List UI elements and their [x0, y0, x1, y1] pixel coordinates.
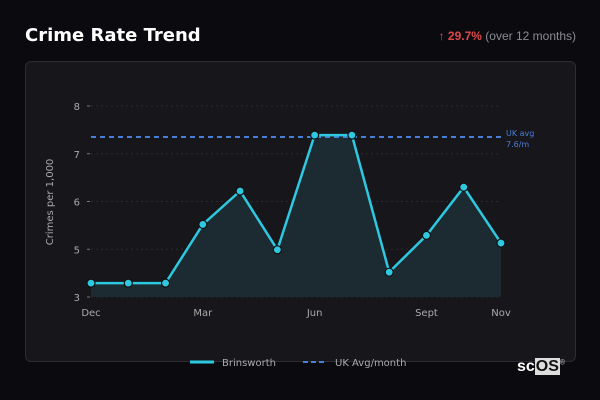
data-point	[347, 130, 357, 140]
x-tick-label: Mar	[193, 308, 213, 319]
data-point	[198, 219, 208, 230]
data-point	[310, 130, 320, 140]
y-tick-label: 8	[74, 102, 80, 113]
data-point	[160, 278, 171, 288]
legend-label-brinsworth: Brinsworth	[222, 358, 276, 369]
brinsworth-line	[91, 133, 503, 285]
change-period: (over 12 months)	[485, 29, 576, 43]
data-point	[496, 238, 506, 248]
data-point	[86, 278, 96, 288]
y-tick-label: 3	[74, 293, 80, 304]
data-point	[384, 267, 394, 277]
scos-logo: scOS®	[517, 358, 566, 375]
uk-avg-value-label: 7.6/m	[506, 140, 529, 149]
y-tick-label: 5	[74, 245, 80, 256]
x-tick-label: Sept	[415, 308, 438, 319]
x-tick-label: Nov	[491, 308, 511, 319]
y-tick-label: 7	[74, 150, 80, 161]
data-point	[235, 186, 245, 196]
change-indicator: ↑ 29.7% (over 12 months)	[439, 29, 576, 43]
data-point	[421, 230, 432, 241]
uk-avg-label: UK avg	[506, 129, 534, 138]
data-point	[123, 278, 133, 288]
x-tick-label: Jun	[306, 308, 323, 319]
y-axis-label: Crimes per 1,000	[45, 159, 56, 246]
chart-title: Crime Rate Trend	[25, 25, 201, 46]
x-tick-label: Dec	[81, 308, 100, 319]
legend-label-uk-avg: UK Avg/month	[335, 358, 406, 369]
up-arrow-icon: ↑	[438, 29, 445, 43]
change-value: 29.7%	[447, 29, 482, 43]
y-tick-label: 6	[74, 198, 80, 209]
area-fill	[91, 135, 501, 297]
data-point	[272, 245, 282, 255]
data-point	[459, 182, 469, 192]
